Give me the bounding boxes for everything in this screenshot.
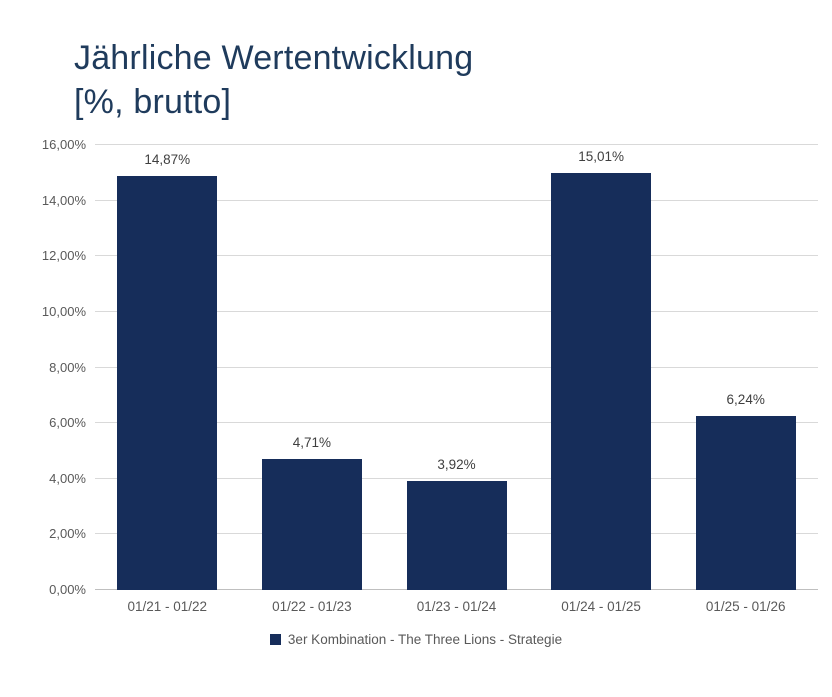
y-tick-label: 4,00% <box>49 470 86 486</box>
chart-title-line1: Jährliche Wertentwicklung <box>74 39 474 77</box>
y-tick-label: 14,00% <box>41 192 86 208</box>
bar[interactable] <box>695 416 796 590</box>
gridline <box>95 199 818 201</box>
gridline <box>95 477 818 479</box>
y-tick-label: 0,00% <box>49 582 86 597</box>
x-tick-label: 01/24 - 01/25 <box>561 599 641 614</box>
legend-marker-icon <box>269 634 281 645</box>
bar-value-label: 14,87% <box>144 152 191 168</box>
y-tick-label: 12,00% <box>41 248 86 264</box>
bar[interactable] <box>551 172 652 590</box>
gridline <box>95 310 818 312</box>
y-axis-labels: 0,00% 2,00% 4,00% 6,00% 8,00% 10,00% 12,00% 14,… <box>0 137 86 597</box>
y-tick-label: 6,00% <box>49 415 86 431</box>
chart-title: Jährliche Wertentwicklung [%, brutto] <box>74 36 473 124</box>
x-tick-label: 01/23 - 01/24 <box>416 599 497 614</box>
y-tick-label: 2,00% <box>49 526 86 542</box>
gridline <box>95 255 818 257</box>
x-tick-label: 01/22 - 01/23 <box>272 599 352 614</box>
bar-value-label: 4,71% <box>292 435 332 450</box>
chart-title-line2: [%, brutto] <box>74 83 232 121</box>
legend-label: 3er Kombination - The Three Lions - Stra… <box>287 632 563 647</box>
bar[interactable] <box>261 459 362 590</box>
x-tick-label: 01/25 - 01/26 <box>705 599 786 614</box>
legend: 3er Kombination - The Three Lions - Stra… <box>0 631 832 648</box>
plot-area: 14,87% 01/21 - 01/22 4,71% 01/22 - 01/23 3,9… <box>95 144 818 614</box>
bar-value-label: 15,01% <box>578 148 624 164</box>
bar-value-label: 6,24% <box>726 392 765 408</box>
bar[interactable] <box>406 480 507 590</box>
y-tick-label: 16,00% <box>41 137 86 152</box>
gridline <box>95 144 818 145</box>
x-tick-label: 01/21 - 01/22 <box>127 599 208 614</box>
y-tick-label: 10,00% <box>41 303 86 319</box>
gridline <box>95 366 818 368</box>
bar-value-label: 3,92% <box>437 456 476 472</box>
y-tick-label: 8,00% <box>49 359 86 375</box>
bar[interactable] <box>117 176 218 590</box>
gridline <box>95 422 818 424</box>
